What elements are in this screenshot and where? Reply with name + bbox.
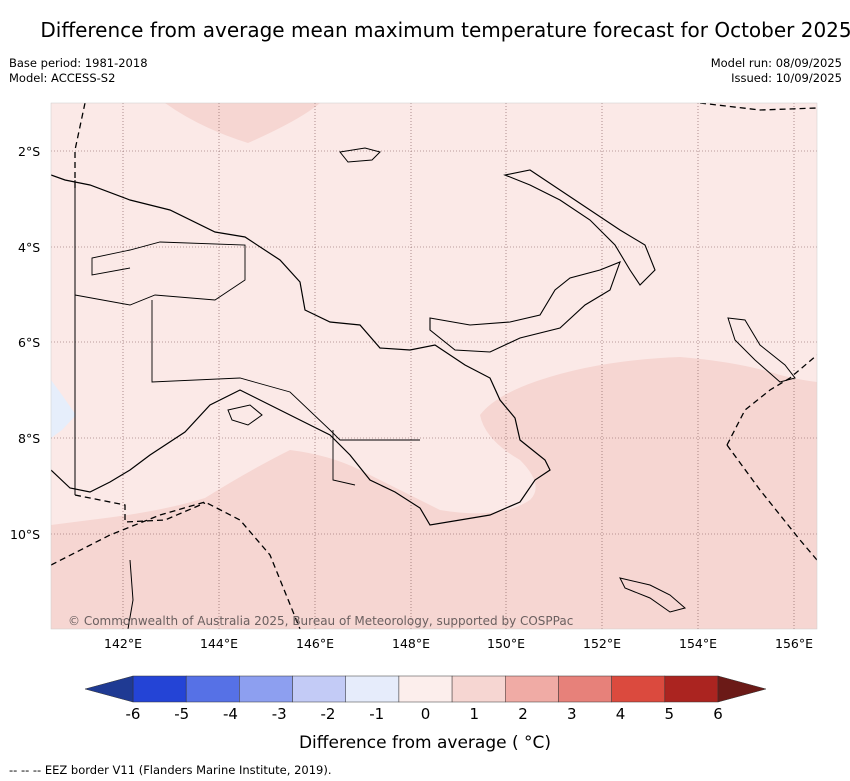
colorbar-tick-label: -3: [271, 705, 287, 723]
eez-legend: -- -- -- EEZ border V11 (Flanders Marine…: [9, 763, 332, 777]
colorbar-swatch: [292, 675, 346, 703]
colorbar-tick-label: 2: [518, 705, 528, 723]
meta-left: Base period: 1981-2018 Model: ACCESS-S2: [9, 56, 148, 86]
colorbar-extend-high: [717, 675, 767, 703]
province-borders-3: [332, 430, 356, 486]
province-borders-2: [151, 300, 420, 441]
lon-label-152e: 152°E: [582, 636, 622, 651]
colorbar-tick-label: 5: [664, 705, 675, 723]
colorbar-tick-label: -5: [174, 705, 190, 723]
cape-york-coast: [127, 559, 134, 629]
anomaly-region-north: [165, 103, 320, 143]
lon-label-146e: 146°E: [295, 636, 335, 651]
lon-label-156e: 156°E: [774, 636, 814, 651]
lat-label-2s: 2°S: [18, 144, 41, 159]
colorbar-tick-label: -1: [369, 705, 385, 723]
colorbar-swatch: [345, 675, 400, 703]
colorbar-swatch: [611, 675, 666, 703]
colorbar-label: Difference from average ( °C): [298, 733, 552, 753]
colorbar-swatch: [398, 675, 453, 703]
map-frame: [50, 102, 818, 630]
colorbar-extend-low: [84, 675, 134, 703]
colorbar-tick-label: 3: [566, 705, 577, 723]
anomaly-region-south: [51, 357, 817, 629]
lat-label-10s: 10°S: [10, 527, 41, 542]
bougainville-island: [727, 317, 796, 383]
colorbar-swatch: [239, 675, 293, 703]
colorbar-tick-label: -4: [223, 705, 238, 723]
lon-label-142e: 142°E: [103, 636, 143, 651]
lat-label-6s: 6°S: [18, 335, 41, 350]
colorbar-swatch: [451, 675, 506, 703]
anomaly-region-negative: [51, 380, 76, 438]
rossel-island: [619, 577, 687, 613]
colorbar-tick-label: 0: [420, 705, 431, 723]
meta-right: Model run: 08/09/2025 Issued: 10/09/2025: [711, 56, 842, 86]
colorbar-swatch: [185, 675, 240, 703]
copyright-notice: © Commonwealth of Australia 2025, Bureau…: [68, 614, 573, 628]
model-run: Model run: 08/09/2025: [710, 56, 842, 70]
colorbar-tick-label: 1: [469, 705, 480, 723]
coastline-mainland: [51, 174, 551, 526]
colorbar-swatch: [132, 675, 187, 703]
model-name: Model: ACCESS-S2: [9, 71, 116, 85]
lon-label-148e: 148°E: [391, 636, 431, 651]
page-title: Difference from average mean maximum tem…: [40, 18, 850, 42]
province-borders: [74, 241, 246, 306]
colorbar-tick-label: 4: [615, 705, 626, 723]
lon-label-144e: 144°E: [199, 636, 239, 651]
lat-label-8s: 8°S: [18, 431, 41, 446]
eez-borders: [51, 103, 817, 629]
colorbar-swatch: [664, 675, 719, 703]
colorbar-tick-label: 6: [713, 705, 723, 723]
lon-label-154e: 154°E: [678, 636, 718, 651]
colorbar-tick-label: -6: [125, 705, 141, 723]
colorbar-swatch: [505, 675, 559, 703]
lon-label-150e: 150°E: [486, 636, 526, 651]
colorbar-swatch: [558, 675, 612, 703]
colorbar-tick-label: -2: [320, 705, 336, 723]
graticule: [51, 103, 817, 629]
base-period: Base period: 1981-2018: [9, 56, 148, 70]
new-britain-island: [429, 261, 621, 353]
lat-label-4s: 4°S: [18, 240, 41, 255]
new-ireland-island: [503, 169, 656, 286]
lake-murray: [227, 404, 263, 426]
manus-island: [339, 147, 381, 163]
issued-date: Issued: 10/09/2025: [731, 71, 842, 85]
